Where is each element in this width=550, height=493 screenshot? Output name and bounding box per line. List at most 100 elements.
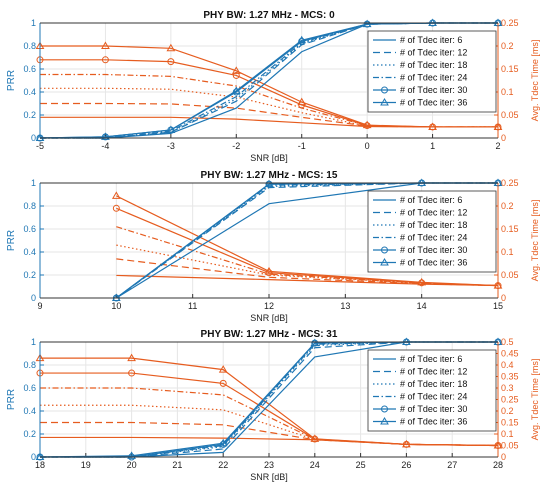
tdec-point	[417, 277, 427, 286]
tdec-point	[111, 191, 121, 199]
x-tick-label: 18	[35, 460, 45, 470]
y-left-axis-label: PRR	[6, 230, 17, 251]
legend-label: # of Tdec iter: 30	[400, 85, 467, 95]
legend-box	[367, 30, 497, 113]
legend-label: # of Tdec iter: 6	[400, 354, 462, 364]
y-right-tick-label: 0.45	[501, 349, 519, 359]
prr-point	[231, 86, 241, 94]
x-tick-label: 24	[310, 460, 320, 470]
chart-title: PHY BW: 1.27 MHz - MCS: 15	[201, 170, 338, 181]
legend-box	[367, 349, 497, 432]
chart-title: PHY BW: 1.27 MHz - MCS: 31	[201, 329, 338, 340]
prr-point	[297, 35, 307, 44]
chart-panel-1: -5 -4 -3 -2 -1 0 1 200.20.40.60.8100.050.10.150…	[6, 10, 540, 163]
y-right-tick-label: 0.05	[501, 270, 519, 280]
x-tick-label: 21	[172, 460, 182, 470]
y-right-tick-label: 0.05	[501, 110, 519, 120]
y-left-tick-label: 1	[31, 337, 36, 347]
y-right-tick-label: 0.15	[501, 64, 519, 74]
legend-label: # of Tdec iter: 12	[400, 208, 467, 218]
x-tick-label: 27	[447, 460, 457, 470]
legend-marker	[380, 417, 389, 425]
legend-label: # of Tdec iter: 18	[400, 220, 467, 230]
x-axis-label: SNR [dB]	[250, 153, 288, 163]
y-right-tick-label: 0.4	[501, 360, 514, 370]
y-right-tick-label: 0.1	[501, 87, 514, 97]
y-left-tick-label: 0.6	[23, 224, 36, 234]
x-tick-label: 11	[188, 301, 197, 311]
y-right-tick-label: 0.25	[501, 18, 519, 28]
x-tick-label: 0	[365, 141, 370, 151]
x-tick-label: 20	[127, 460, 137, 470]
chart-panel-2: 9 10 11 12 13 14 1500.20.40.60.8100.050.10.150…	[6, 170, 540, 323]
prr-point	[166, 125, 176, 133]
tdec-point	[127, 353, 136, 362]
prr-point	[264, 179, 274, 188]
tdec-line-tdec-iter-3	[116, 244, 499, 287]
prr-point	[127, 451, 136, 459]
x-tick-label: -1	[298, 141, 306, 151]
tdec-point	[101, 56, 109, 64]
y-right-tick-label: 0.25	[501, 395, 519, 405]
y-left-tick-label: 0	[31, 452, 36, 462]
y-right-tick-label: 0.15	[501, 224, 519, 234]
chart-panel-3: 18 19 20 21 22 23 24 25 26 27 2800.20.40.60.8100.0…	[6, 329, 540, 482]
y-left-tick-label: 0.4	[23, 247, 36, 257]
legend-label: # of Tdec iter: 36	[400, 98, 467, 108]
y-right-tick-label: 0.5	[501, 337, 514, 347]
tdec-line-tdec-iter-3	[40, 404, 499, 447]
y-left-tick-label: 0.4	[23, 87, 36, 97]
y-right-tick-label: 0	[501, 133, 506, 143]
x-tick-label: 22	[218, 460, 228, 470]
x-tick-label: 25	[356, 460, 366, 470]
legend-label: # of Tdec iter: 36	[400, 417, 467, 427]
x-tick-label: 10	[111, 301, 121, 311]
legend-label: # of Tdec iter: 6	[400, 195, 462, 205]
legend-label: # of Tdec iter: 18	[400, 60, 467, 70]
x-tick-label: 14	[417, 301, 427, 311]
y-left-tick-label: 0.2	[23, 110, 36, 120]
legend-label: # of Tdec iter: 36	[400, 258, 467, 268]
y-right-tick-label: 0.15	[501, 418, 519, 428]
y-right-tick-label: 0.2	[501, 201, 514, 211]
x-tick-label: 12	[264, 301, 274, 311]
y-right-tick-label: 0.1	[501, 429, 514, 439]
tdec-point	[402, 439, 411, 448]
legend-label: # of Tdec iter: 30	[400, 245, 467, 255]
y-left-axis-label: PRR	[6, 389, 17, 410]
x-tick-label: 15	[493, 301, 503, 311]
tdec-point	[231, 66, 241, 74]
y-right-tick-label: 0.25	[501, 178, 519, 188]
x-tick-label: -2	[232, 141, 240, 151]
y-left-tick-label: 0.2	[23, 270, 36, 280]
y-right-tick-label: 0.2	[501, 41, 514, 51]
legend-box	[367, 190, 497, 273]
y-right-axis-label: Avg. Tdec Time [ms]	[530, 40, 540, 122]
tdec-point	[232, 71, 240, 79]
legend-marker	[381, 86, 388, 94]
legend-label: # of Tdec iter: 18	[400, 379, 467, 389]
tdec-line-tdec-iter-6	[116, 195, 499, 287]
x-tick-label: 28	[493, 460, 503, 470]
y-left-tick-label: 0	[31, 293, 36, 303]
x-axis-label: SNR [dB]	[250, 313, 288, 323]
x-tick-label: -3	[167, 141, 175, 151]
y-right-tick-label: 0.3	[501, 383, 514, 393]
tdec-point	[166, 43, 176, 52]
legend-label: # of Tdec iter: 24	[400, 73, 467, 83]
prr-point	[362, 19, 372, 28]
legend-label: # of Tdec iter: 30	[400, 404, 467, 414]
y-left-tick-label: 0.8	[23, 201, 36, 211]
legend-label: # of Tdec iter: 24	[400, 233, 467, 243]
tdec-point	[112, 204, 120, 212]
x-tick-label: 2	[495, 141, 500, 151]
prr-point	[310, 338, 320, 347]
y-right-axis-label: Avg. Tdec Time [ms]	[530, 200, 540, 282]
x-tick-label: 9	[37, 301, 42, 311]
x-tick-label: 23	[264, 460, 274, 470]
legend-label: # of Tdec iter: 24	[400, 392, 467, 402]
prr-point	[101, 132, 110, 140]
x-tick-label: 1	[430, 141, 435, 151]
y-right-tick-label: 0.05	[501, 441, 519, 451]
